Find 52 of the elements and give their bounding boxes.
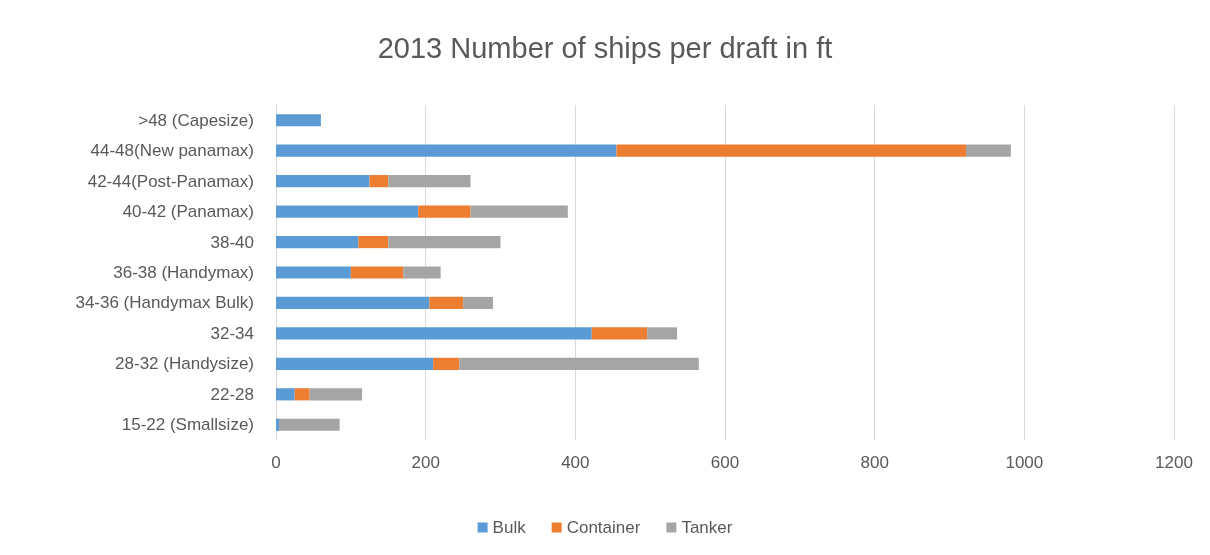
bar (965, 144, 1011, 157)
bar (276, 418, 279, 431)
bar (388, 175, 471, 188)
bar (429, 296, 464, 310)
x-tick-label: 600 (710, 453, 740, 472)
bar (616, 144, 966, 157)
bar (350, 266, 404, 279)
bar (358, 235, 389, 249)
x-tick-label: 0 (271, 453, 281, 472)
bar (459, 357, 699, 370)
bar (276, 144, 617, 157)
bar (276, 296, 430, 310)
bar (276, 205, 419, 218)
bar (294, 388, 310, 401)
y-tick-label: 34-36 (Handymax Bulk) (75, 293, 254, 313)
y-tick-label: >48 (Capesize) (138, 110, 254, 130)
y-tick-label: 15-22 (Smallsize) (121, 415, 254, 435)
bar (470, 205, 568, 218)
x-tick-label: 1200 (1155, 453, 1193, 472)
bar (276, 357, 434, 370)
bar (418, 205, 471, 218)
bar (463, 296, 494, 310)
y-tick-label: 22-28 (210, 384, 254, 404)
chart-title: 2013 Number of ships per draft in ft (377, 31, 833, 64)
y-tick-label: 40-42 (Panamax) (122, 202, 254, 222)
y-tick-label: 28-32 (Handysize) (115, 354, 254, 374)
y-tick-label: 44-48(New panamax) (90, 141, 254, 161)
bar (647, 327, 678, 340)
x-tick-label: 200 (411, 453, 440, 472)
legend-label: Container (566, 518, 641, 537)
bar (276, 388, 295, 401)
bar (276, 327, 592, 340)
bar (278, 418, 340, 431)
x-tick-label: 1000 (1005, 453, 1044, 472)
legend-label: Tanker (681, 518, 733, 537)
y-tick-label: 36-38 (Handymax) (113, 263, 254, 282)
y-tick-label: 32-34 (210, 323, 254, 343)
y-tick-label: 38-40 (210, 232, 254, 252)
bar (276, 114, 321, 127)
x-tick-label: 800 (860, 453, 889, 472)
x-tick-label: 400 (561, 453, 590, 472)
bar (433, 357, 460, 370)
bar (276, 175, 370, 188)
bar (388, 235, 501, 249)
bar (369, 175, 389, 188)
y-tick-label: 42-44(Post-Panamax) (87, 171, 254, 191)
bar (276, 235, 359, 249)
bar (403, 266, 441, 279)
legend-label: Bulk (492, 518, 527, 537)
bar (276, 266, 351, 279)
bar (591, 327, 648, 340)
bar (309, 388, 363, 401)
